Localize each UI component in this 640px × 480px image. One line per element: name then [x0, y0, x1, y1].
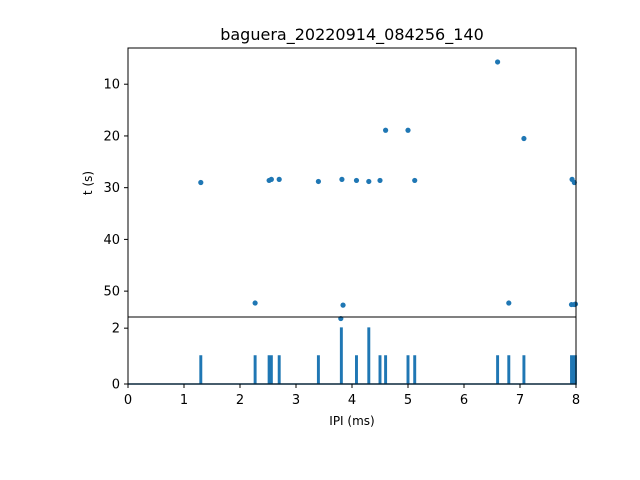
scatter-point — [412, 177, 418, 184]
scatter-point — [572, 301, 579, 307]
y-tick-label: 10 — [103, 78, 120, 93]
y-tick-label: 2 — [112, 322, 120, 337]
y-tick-label: 50 — [103, 285, 120, 300]
scatter-point — [506, 300, 512, 306]
scatter-point — [521, 135, 527, 142]
histogram-line — [128, 327, 577, 385]
scatter-point — [405, 127, 411, 133]
x-tick-label: 1 — [180, 393, 188, 408]
x-tick-label: 0 — [124, 393, 132, 408]
scatter-point — [383, 127, 389, 133]
scatter-point — [268, 176, 274, 182]
scatter-points — [198, 59, 579, 322]
x-ticks: 0 1 2 3 4 5 6 7 8 — [124, 384, 580, 408]
y-tick-label: 40 — [103, 233, 120, 248]
scatter-point — [339, 176, 345, 182]
top-y-ticks: 10 20 30 40 50 — [103, 78, 128, 300]
scatter-point — [366, 178, 372, 185]
scatter-point — [315, 178, 321, 185]
y-tick-label: 0 — [112, 378, 120, 393]
x-tick-label: 7 — [516, 393, 524, 408]
scatter-point — [377, 177, 383, 184]
bottom-axes-frame — [127, 316, 577, 385]
x-tick-label: 6 — [460, 393, 468, 408]
scatter-point — [276, 176, 282, 182]
x-axis-label: IPI (ms) — [329, 414, 374, 428]
y-tick-label: 30 — [103, 181, 120, 196]
x-tick-label: 8 — [572, 393, 580, 408]
scatter-point — [252, 300, 258, 306]
chart-title: baguera_20220914_084256_140 — [220, 25, 484, 45]
x-tick-label: 2 — [236, 393, 244, 408]
x-tick-label: 3 — [292, 393, 300, 408]
scatter-point — [495, 59, 501, 65]
scatter-point — [340, 302, 346, 308]
y-axis-label: t (s) — [81, 171, 95, 195]
y-tick-label: 20 — [103, 129, 120, 144]
x-tick-label: 5 — [404, 393, 412, 408]
scatter-panel: 10 20 30 40 50 t (s) — [81, 47, 579, 322]
scatter-point — [198, 179, 204, 186]
scatter-point — [353, 177, 360, 184]
bottom-y-ticks: 02 — [112, 322, 128, 393]
top-axes-frame — [127, 47, 577, 318]
x-tick-label: 4 — [348, 393, 356, 408]
